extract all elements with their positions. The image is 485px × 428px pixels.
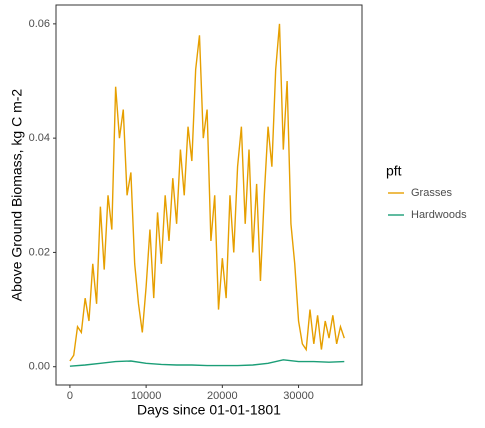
y-tick-label: 0.00 (29, 361, 50, 373)
x-axis-label: Days since 01-01-1801 (137, 402, 281, 418)
legend-title: pft (386, 163, 402, 179)
x-tick-label: 10000 (131, 390, 162, 402)
y-tick-label: 0.02 (29, 246, 50, 258)
series-line (69, 359, 345, 367)
panel-border (55, 4, 363, 386)
series-line (69, 23, 345, 362)
y-tick-label: 0.04 (29, 132, 50, 144)
y-tick-label: 0.06 (29, 18, 50, 30)
x-tick-label: 20000 (207, 390, 238, 402)
x-tick-label: 30000 (283, 390, 314, 402)
y-axis-label: Above Ground Biomass, kg C m-2 (9, 89, 25, 302)
legend-label: Grasses (411, 187, 452, 199)
x-tick-label: 0 (67, 390, 73, 402)
legend-label: Hardwoods (411, 209, 467, 221)
